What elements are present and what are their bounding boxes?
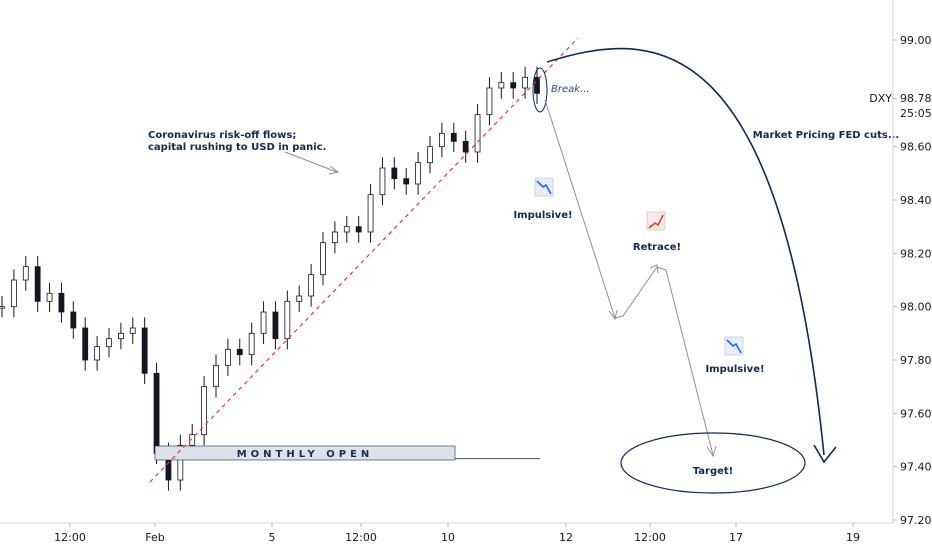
candle-body (308, 274, 315, 297)
candle-body (534, 76, 540, 94)
candle-body (236, 348, 243, 356)
price-tick-label: 98.60 (900, 141, 932, 154)
candle-body (391, 167, 398, 180)
candle-body (58, 292, 65, 313)
candle-body (129, 327, 136, 334)
candle-body (82, 327, 89, 361)
candle-body (117, 332, 124, 340)
time-axis: 12:00 Feb 5 12:00 10 12 12:00 17 19 (54, 523, 860, 544)
candle-body (498, 82, 505, 89)
candle-body (224, 348, 231, 366)
time-tick-label: 12:00 (345, 531, 377, 544)
candle-body (10, 279, 17, 308)
candle-body (296, 295, 303, 302)
candle-body (0, 306, 5, 309)
candle-body (213, 364, 219, 388)
price-tick-label: 99.00 (900, 34, 932, 47)
price-tick-label: 97.40 (900, 461, 932, 474)
price-tick-label: 97.20 (900, 514, 932, 527)
target-label: Target! (693, 466, 734, 477)
candle-body (415, 162, 422, 185)
candle-body (331, 231, 338, 244)
candle-body (260, 311, 267, 334)
candle-body (474, 114, 481, 153)
candle-body (320, 242, 326, 276)
candle-body (379, 167, 386, 196)
candle-body (522, 76, 529, 89)
candle-body (22, 266, 29, 281)
target-ellipse (620, 432, 806, 494)
time-tick-label: 12:00 (54, 531, 86, 544)
countdown-label: 25:05 (900, 107, 932, 120)
price-tick-label: 98.00 (900, 301, 932, 314)
candle-body (427, 146, 433, 164)
candle-body (438, 132, 445, 148)
candle-body (141, 327, 148, 374)
risk-off-arrow (284, 151, 338, 173)
candle-body (46, 292, 53, 302)
impulsive-label-1: Impulsive! (513, 210, 572, 221)
price-tick-label: 98.20 (900, 247, 932, 260)
candle-body (94, 346, 101, 361)
candle-body (403, 178, 410, 185)
impulsive-down-icon-2 (724, 336, 744, 356)
break-label: Break... (551, 84, 590, 95)
trendline (149, 37, 579, 483)
price-tick-label: 98.40 (900, 194, 932, 207)
break-ellipse (532, 67, 548, 113)
candle-body (462, 140, 469, 153)
fed-cuts-arrowhead (813, 444, 837, 464)
candle-body (248, 332, 255, 356)
retrace-label: Retrace! (633, 242, 681, 253)
price-axis: 99.00 98.60 98.40 98.20 98.00 97.80 97.60 97.40… (893, 34, 932, 527)
time-tick-label: 12 (559, 531, 573, 544)
price-tick-label: 97.60 (900, 407, 932, 420)
impulsive-down-icon (534, 177, 554, 197)
symbol-label: DXY (869, 92, 892, 105)
candle-body (177, 444, 184, 481)
candle-body (486, 87, 493, 116)
candle-body (153, 372, 160, 454)
candle-body (272, 311, 279, 340)
projection-arrowhead-1 (608, 309, 618, 321)
impulsive-label-2: Impulsive! (705, 364, 764, 375)
fed-cuts-arc (546, 47, 825, 456)
current-price-label: 98.78 (900, 92, 932, 105)
price-tick-label: 97.80 (900, 354, 932, 367)
monthly-open-box (154, 445, 456, 461)
time-tick-label: 17 (729, 531, 743, 544)
candle-body (34, 266, 41, 302)
time-tick-label: 10 (441, 531, 455, 544)
price-candles (0, 66, 540, 491)
fed-cuts-label: Market Pricing FED cuts... (753, 130, 899, 141)
projection-arrowhead-2 (649, 264, 659, 274)
risk-off-line-2: capital rushing to USD in panic. (148, 142, 326, 153)
candle-body (201, 386, 208, 436)
candle-body (70, 311, 77, 329)
projection-arrowhead-3 (706, 445, 717, 458)
candle-body (510, 82, 517, 89)
time-tick-label: 5 (269, 531, 276, 544)
risk-off-arrowhead (328, 165, 340, 175)
candle-body (355, 226, 362, 233)
candle-body (106, 338, 112, 348)
projection-path (544, 99, 714, 456)
candle-body (284, 300, 291, 340)
time-tick-label: 12:00 (634, 531, 666, 544)
time-tick-label: Feb (145, 531, 164, 544)
monthly-open-label: MONTHLY OPEN (237, 449, 374, 460)
candle-body (343, 226, 350, 233)
risk-off-line-1: Coronavirus risk-off flows; (148, 130, 296, 141)
candle-body (450, 132, 457, 142)
retrace-up-icon (646, 211, 666, 231)
candle-body (367, 194, 374, 233)
time-tick-label: 19 (846, 531, 860, 544)
